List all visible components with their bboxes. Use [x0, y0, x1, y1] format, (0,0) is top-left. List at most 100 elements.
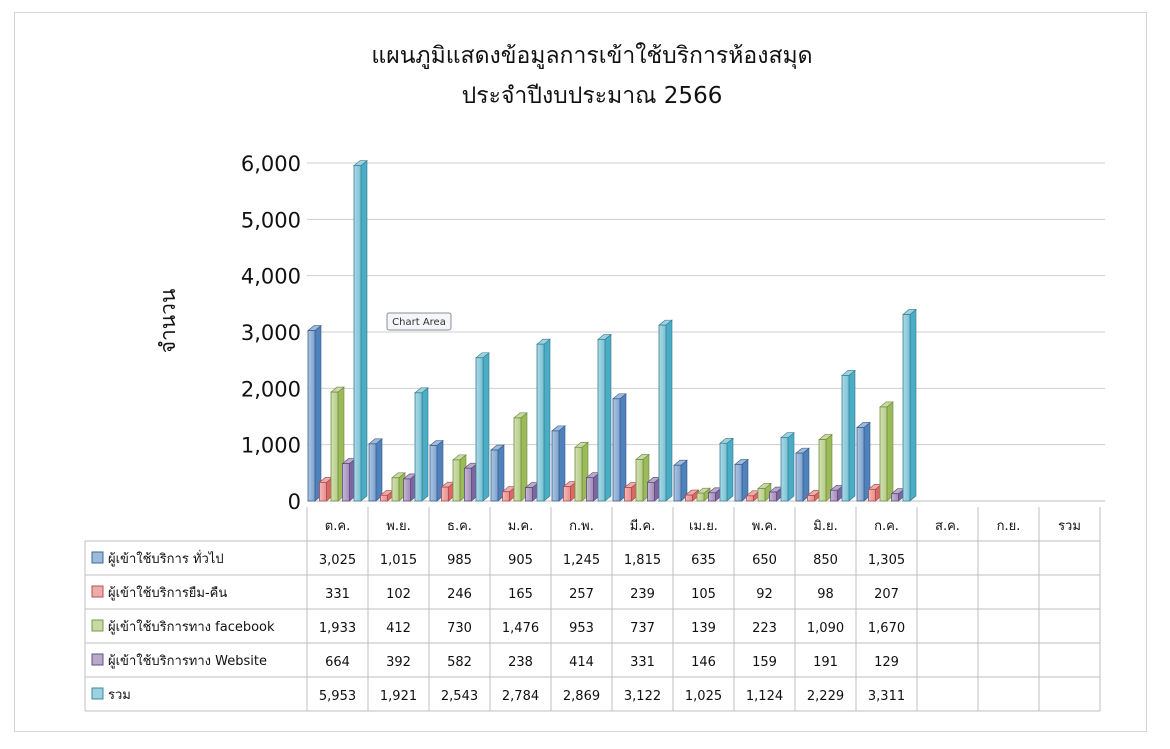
- bar: [562, 480, 578, 502]
- bar: [501, 486, 517, 502]
- data-label: 238: [508, 655, 533, 670]
- bar: [353, 160, 368, 502]
- x-tick-label: ก.ย.: [997, 519, 1021, 534]
- x-tick-label: มิ.ย.: [813, 519, 837, 534]
- data-label: 92: [756, 587, 773, 602]
- bar: [646, 476, 662, 502]
- data-label: 257: [569, 587, 594, 602]
- x-tick-label: รวม: [1058, 519, 1081, 534]
- data-label: 1,305: [868, 553, 905, 568]
- data-label: 664: [325, 655, 350, 670]
- bar: [745, 490, 761, 502]
- legend-label: ผู้เข้าใช้บริการทาง Website: [108, 653, 267, 669]
- gridlines: 0 1,000 2,000 3,000 4,000 5,000 6,000: [241, 152, 1105, 514]
- data-label: 905: [508, 553, 533, 568]
- bar: [856, 421, 871, 502]
- y-tick-label: 0: [288, 490, 301, 514]
- data-label: 3,122: [624, 689, 661, 704]
- y-axis-label: จำนวน: [156, 289, 180, 354]
- tooltip-label: Chart Area: [392, 317, 446, 328]
- bar: [585, 472, 601, 502]
- legend-key: [91, 585, 104, 598]
- chart-title: แผนภูมิแสดงข้อมูลการเข้าใช้บริการห้องสมุ…: [371, 42, 812, 69]
- tooltip-box: [386, 312, 452, 331]
- bar: [551, 425, 566, 502]
- data-label: 331: [630, 655, 655, 670]
- data-label: 105: [691, 587, 716, 602]
- bar: [707, 487, 723, 502]
- y-tick-label: 4,000: [241, 265, 301, 289]
- x-tick-label: มี.ค.: [630, 518, 656, 534]
- bar: [452, 454, 467, 502]
- x-tick-label: ม.ค.: [508, 519, 534, 534]
- table-row: ผู้เข้าใช้บริการยืม-คืน 331 102 246 165 257 23…: [91, 585, 899, 602]
- bar: [429, 439, 444, 502]
- bar: [902, 308, 917, 502]
- bar: [696, 487, 711, 502]
- x-tick-label: เม.ย.: [689, 519, 718, 534]
- bars: [307, 160, 917, 502]
- data-label: 1,476: [502, 621, 539, 636]
- data-label: 331: [325, 587, 350, 602]
- data-label: 850: [813, 553, 838, 568]
- table-row: ผู้เข้าใช้บริการทาง Website 664 392 582 238 4…: [91, 653, 899, 670]
- y-tick-label: 5,000: [241, 208, 301, 232]
- bar: [475, 352, 490, 502]
- bar: [719, 437, 734, 502]
- table-row: ผู้เข้าใช้บริการทาง facebook 1,933 412 730 1…: [91, 619, 905, 636]
- data-label: 223: [752, 621, 777, 636]
- bar: [440, 481, 456, 502]
- chart-svg: แผนภูมิแสดงข้อมูลการเข้าใช้บริการห้องสมุ…: [84, 42, 1105, 712]
- data-label: 246: [447, 587, 472, 602]
- bar: [318, 476, 334, 502]
- data-label: 98: [817, 587, 834, 602]
- data-label: 737: [630, 621, 655, 636]
- legend-key: [91, 687, 104, 700]
- data-label: 129: [874, 655, 899, 670]
- legend-key: [91, 653, 104, 666]
- bar: [734, 458, 749, 502]
- table-row: ผู้เข้าใช้บริการ ทั่วไป 3,025 1,015 985 905 1…: [91, 550, 905, 568]
- y-tick-label: 3,000: [241, 321, 301, 345]
- data-label: 730: [447, 621, 472, 636]
- data-label: 1,124: [746, 689, 783, 704]
- data-label: 207: [874, 587, 899, 602]
- data-label: 2,229: [807, 689, 844, 704]
- data-label: 1,815: [624, 553, 661, 568]
- data-label: 139: [691, 621, 716, 636]
- bar: [890, 488, 906, 502]
- bar: [806, 489, 822, 502]
- data-label: 191: [813, 655, 838, 670]
- bar: [574, 441, 589, 502]
- x-tick-label: ก.ค.: [874, 519, 899, 534]
- data-label: 102: [386, 587, 411, 602]
- data-label: 985: [447, 553, 472, 568]
- bar: [463, 462, 479, 502]
- bar: [341, 457, 357, 502]
- bar: [490, 444, 505, 502]
- data-label: 3,311: [868, 689, 905, 704]
- chart-area-tooltip: Chart Area: [386, 312, 452, 331]
- data-label: 146: [691, 655, 716, 670]
- data-table: ต.ค. พ.ย. ธ.ค. ม.ค. ก.พ. มี.ค. เม.ย. พ.ค. มิ.ย. ก…: [84, 507, 1101, 712]
- bar: [536, 338, 551, 502]
- data-label: 392: [386, 655, 411, 670]
- data-label: 3,025: [319, 553, 356, 568]
- legend-label: รวม: [108, 688, 131, 703]
- x-tick-label: ก.พ.: [569, 519, 594, 534]
- data-label: 165: [508, 587, 533, 602]
- x-tick-label: ต.ค.: [325, 519, 350, 534]
- data-label: 1,933: [319, 621, 356, 636]
- bar: [597, 333, 612, 502]
- y-tick-label: 1,000: [241, 434, 301, 458]
- bar: [368, 438, 383, 502]
- bar: [635, 453, 650, 502]
- bar: [524, 481, 540, 502]
- data-label: 414: [569, 655, 594, 670]
- bar: [379, 489, 395, 502]
- data-label: 159: [752, 655, 777, 670]
- bar: [673, 459, 688, 502]
- bar: [402, 473, 418, 502]
- bar: [795, 447, 810, 502]
- bar: [684, 489, 700, 502]
